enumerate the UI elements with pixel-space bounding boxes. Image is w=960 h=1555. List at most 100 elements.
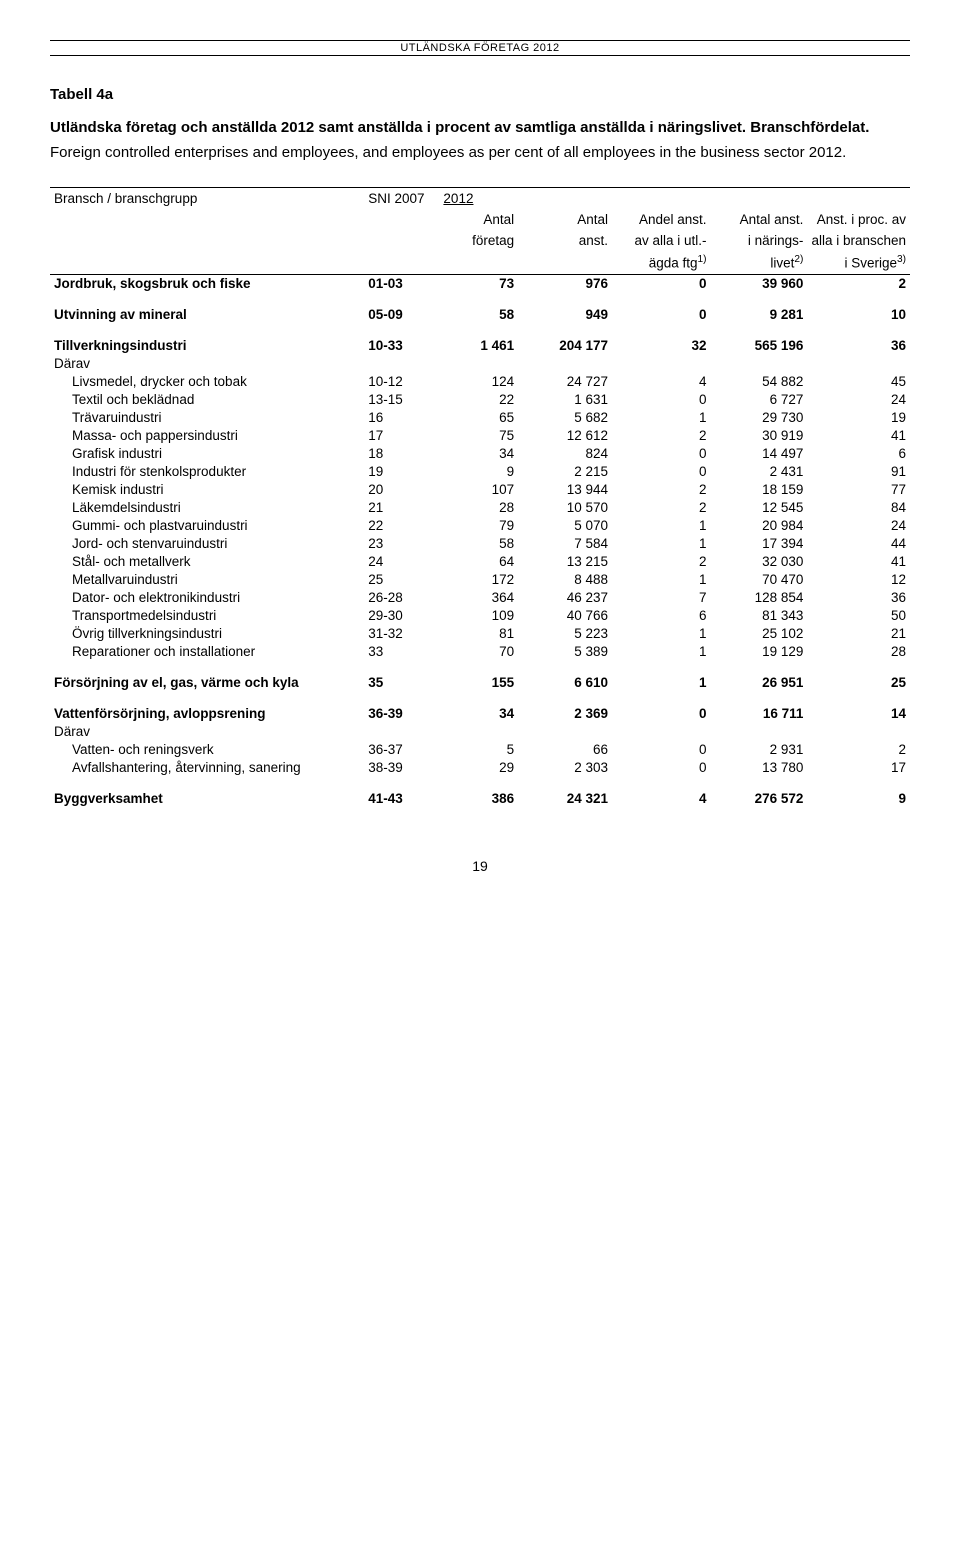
row-c6: 91 xyxy=(807,463,910,481)
row-c5: 39 960 xyxy=(711,274,808,293)
row-label: Vatten- och reningsverk xyxy=(50,741,362,759)
table-row: Vattenförsörjning, avloppsrening36-39342… xyxy=(50,705,910,723)
row-c2: 386 xyxy=(439,790,518,808)
col4-h2: av alla i utl.- xyxy=(612,230,711,251)
row-sni xyxy=(362,355,439,373)
row-sni: 29-30 xyxy=(362,607,439,625)
table-row: Stål- och metallverk246413 215232 03041 xyxy=(50,553,910,571)
row-c2: 364 xyxy=(439,589,518,607)
row-c3: 824 xyxy=(518,445,612,463)
row-c4: 0 xyxy=(612,705,711,723)
row-c6: 14 xyxy=(807,705,910,723)
table-row: Vatten- och reningsverk36-3756602 9312 xyxy=(50,741,910,759)
row-c6 xyxy=(807,355,910,373)
row-c4: 0 xyxy=(612,759,711,777)
table-row: Försörjning av el, gas, värme och kyla35… xyxy=(50,674,910,692)
row-c4: 0 xyxy=(612,274,711,293)
row-label: Försörjning av el, gas, värme och kyla xyxy=(50,674,362,692)
row-sni: 19 xyxy=(362,463,439,481)
row-c4: 2 xyxy=(612,499,711,517)
col-year: 2012 xyxy=(439,188,910,210)
row-c4: 32 xyxy=(612,337,711,355)
row-c5: 17 394 xyxy=(711,535,808,553)
row-c3: 2 369 xyxy=(518,705,612,723)
col5-h1: Antal anst. xyxy=(711,209,808,230)
row-sni: 31-32 xyxy=(362,625,439,643)
row-c6: 24 xyxy=(807,391,910,409)
row-label: Grafisk industri xyxy=(50,445,362,463)
row-c6: 50 xyxy=(807,607,910,625)
row-c5: 2 931 xyxy=(711,741,808,759)
col4-h1: Andel anst. xyxy=(612,209,711,230)
row-c3: 204 177 xyxy=(518,337,612,355)
col6-h1: Anst. i proc. av xyxy=(807,209,910,230)
row-c6: 21 xyxy=(807,625,910,643)
col5-h2: i närings- xyxy=(711,230,808,251)
row-c4: 0 xyxy=(612,445,711,463)
row-sni: 23 xyxy=(362,535,439,553)
row-label: Stål- och metallverk xyxy=(50,553,362,571)
row-label: Jordbruk, skogsbruk och fiske xyxy=(50,274,362,293)
col-sni: SNI 2007 xyxy=(362,188,439,210)
row-c3: 5 070 xyxy=(518,517,612,535)
col2-h1: Antal xyxy=(439,209,518,230)
row-label: Industri för stenkolsprodukter xyxy=(50,463,362,481)
table-head: Bransch / branschgrupp SNI 2007 2012 Ant… xyxy=(50,188,910,275)
row-sni: 13-15 xyxy=(362,391,439,409)
row-c2: 34 xyxy=(439,705,518,723)
row-label: Dator- och elektronikindustri xyxy=(50,589,362,607)
row-c4: 2 xyxy=(612,481,711,499)
table-row: Trävaruindustri16655 682129 73019 xyxy=(50,409,910,427)
table-row xyxy=(50,293,910,306)
table-row: Textil och beklädnad13-15221 63106 72724 xyxy=(50,391,910,409)
row-c3: 8 488 xyxy=(518,571,612,589)
table-row: Avfallshantering, återvinning, sanering3… xyxy=(50,759,910,777)
row-c2: 5 xyxy=(439,741,518,759)
row-c4: 1 xyxy=(612,409,711,427)
row-c2: 109 xyxy=(439,607,518,625)
row-c2: 9 xyxy=(439,463,518,481)
row-c2: 58 xyxy=(439,306,518,324)
row-c6: 25 xyxy=(807,674,910,692)
row-sni: 05-09 xyxy=(362,306,439,324)
row-sni: 38-39 xyxy=(362,759,439,777)
table-row: Grafisk industri1834824014 4976 xyxy=(50,445,910,463)
table-row: Gummi- och plastvaruindustri22795 070120… xyxy=(50,517,910,535)
row-c4: 1 xyxy=(612,625,711,643)
row-c4: 4 xyxy=(612,790,711,808)
row-c6: 41 xyxy=(807,427,910,445)
row-c2 xyxy=(439,355,518,373)
row-c5: 276 572 xyxy=(711,790,808,808)
col6-h2: alla i branschen xyxy=(807,230,910,251)
row-c4: 6 xyxy=(612,607,711,625)
row-c6 xyxy=(807,723,910,741)
row-c5: 29 730 xyxy=(711,409,808,427)
table-subtitle: Foreign controlled enterprises and emplo… xyxy=(50,142,910,163)
row-c5: 16 711 xyxy=(711,705,808,723)
row-c4: 0 xyxy=(612,306,711,324)
row-label: Tillverkningsindustri xyxy=(50,337,362,355)
row-c2: 107 xyxy=(439,481,518,499)
row-label: Övrig tillverkningsindustri xyxy=(50,625,362,643)
table-row: Jord- och stenvaruindustri23587 584117 3… xyxy=(50,535,910,553)
row-c2: 172 xyxy=(439,571,518,589)
page-number: 19 xyxy=(50,858,910,874)
row-c5 xyxy=(711,723,808,741)
row-c6: 24 xyxy=(807,517,910,535)
table-row: Byggverksamhet41-4338624 3214276 5729 xyxy=(50,790,910,808)
row-c3: 10 570 xyxy=(518,499,612,517)
row-c3: 46 237 xyxy=(518,589,612,607)
row-c5: 565 196 xyxy=(711,337,808,355)
row-c6: 17 xyxy=(807,759,910,777)
row-c4: 2 xyxy=(612,427,711,445)
table-row: Jordbruk, skogsbruk och fiske01-03739760… xyxy=(50,274,910,293)
row-c4: 0 xyxy=(612,391,711,409)
row-c6: 77 xyxy=(807,481,910,499)
row-sni: 36-39 xyxy=(362,705,439,723)
row-c3: 6 610 xyxy=(518,674,612,692)
row-c2: 124 xyxy=(439,373,518,391)
row-c5: 54 882 xyxy=(711,373,808,391)
row-c4 xyxy=(612,723,711,741)
row-label: Reparationer och installationer xyxy=(50,643,362,661)
table-row xyxy=(50,692,910,705)
